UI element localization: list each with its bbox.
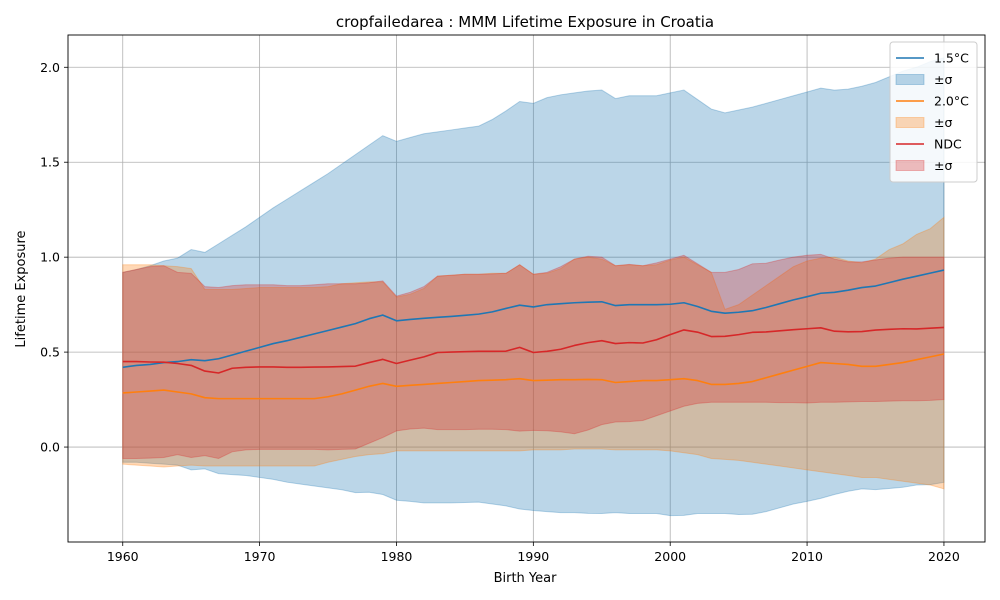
y-tick-label: 1.0: [40, 250, 60, 265]
y-tick-label: 1.5: [40, 155, 60, 170]
legend-band-swatch: [896, 75, 924, 85]
legend-label: NDC: [934, 137, 962, 152]
x-tick-label: 2010: [791, 549, 823, 564]
x-axis-title: Birth Year: [494, 571, 558, 586]
legend-label: ±σ: [934, 72, 952, 87]
y-tick-label: 0.5: [40, 345, 60, 360]
legend-label: ±σ: [934, 115, 952, 130]
x-tick-label: 1980: [381, 549, 413, 564]
x-tick-label: 2020: [928, 549, 960, 564]
y-axis-title: Lifetime Exposure: [14, 230, 29, 347]
chart-legend: 1.5°C ±σ 2.0°C ±σ NDC ±σ: [890, 42, 977, 182]
y-tick-label: 2.0: [40, 60, 60, 75]
x-tick-label: 1970: [244, 549, 276, 564]
legend-label: 2.0°C: [934, 94, 969, 109]
x-tick-label: 1960: [107, 549, 139, 564]
x-tick-label: 2000: [654, 549, 686, 564]
legend-label: 1.5°C: [934, 51, 969, 66]
legend-band-swatch: [896, 118, 924, 128]
legend-label: ±σ: [934, 158, 952, 173]
x-tick-label: 1990: [517, 549, 549, 564]
legend-band-swatch: [896, 161, 924, 171]
y-tick-label: 0.0: [40, 440, 60, 455]
chart-title: cropfailedarea : MMM Lifetime Exposure i…: [336, 13, 714, 31]
